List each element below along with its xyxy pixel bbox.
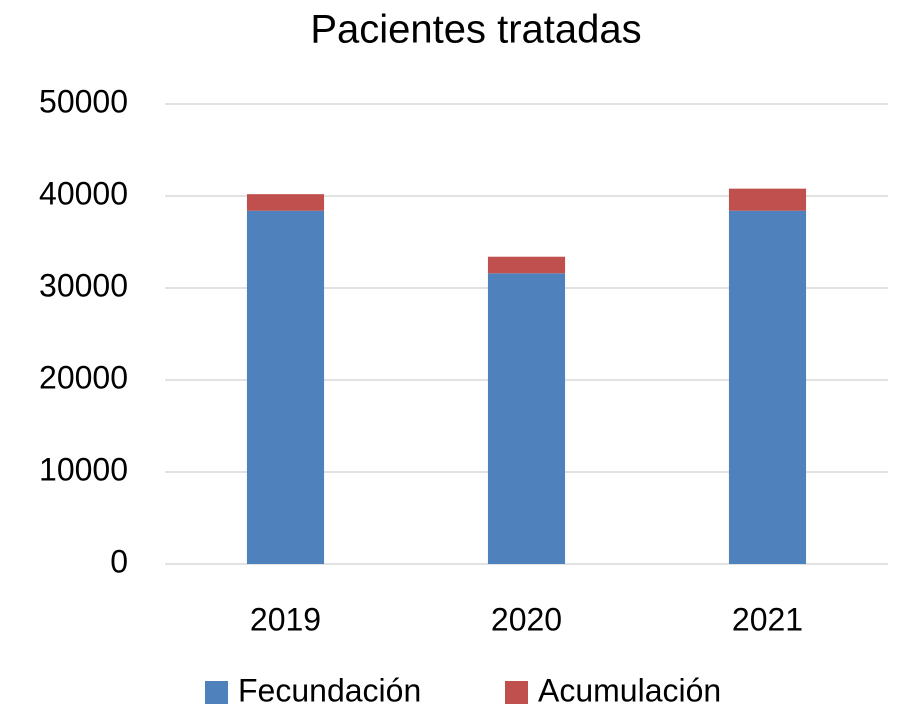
y-tick-label: 20000 <box>39 359 128 395</box>
legend-swatch <box>505 681 528 704</box>
bar-segment <box>487 273 566 564</box>
bar-segment <box>246 194 325 211</box>
legend-label: Fecundación <box>238 672 421 708</box>
bar-segment <box>246 210 325 564</box>
bar-segment <box>487 256 566 274</box>
x-tick-label: 2020 <box>491 601 562 637</box>
x-tick-label: 2021 <box>732 601 803 637</box>
y-tick-label: 50000 <box>39 83 128 119</box>
bar-segment <box>728 210 807 564</box>
y-tick-label: 30000 <box>39 267 128 303</box>
y-tick-label: 40000 <box>39 175 128 211</box>
bar-segment <box>728 188 807 211</box>
y-tick-label: 0 <box>110 543 128 579</box>
legend-label: Acumulación <box>538 672 721 708</box>
x-tick-label: 2019 <box>250 601 321 637</box>
chart-title: Pacientes tratadas <box>310 8 641 52</box>
legend-swatch <box>205 681 228 704</box>
y-tick-label: 10000 <box>39 451 128 487</box>
